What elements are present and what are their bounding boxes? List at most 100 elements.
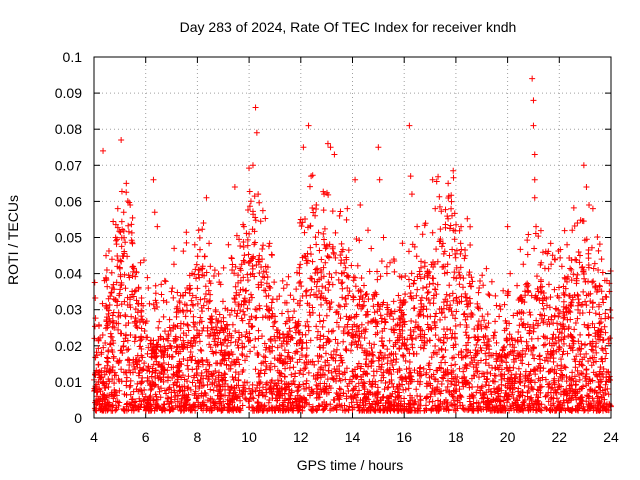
data-point: [98, 351, 105, 358]
data-point: [576, 310, 583, 317]
data-point: [263, 269, 270, 276]
data-point: [452, 254, 459, 261]
data-point: [351, 366, 358, 373]
data-point: [395, 393, 402, 400]
data-point: [177, 334, 184, 341]
data-point: [240, 223, 247, 230]
data-point: [166, 342, 173, 349]
data-point: [229, 261, 236, 268]
data-point: [343, 313, 350, 320]
data-point: [588, 244, 595, 251]
data-point: [212, 368, 219, 375]
data-point: [260, 268, 267, 275]
data-point: [450, 174, 457, 181]
data-point: [571, 389, 578, 396]
data-point: [246, 188, 253, 195]
data-point: [150, 176, 157, 183]
data-point: [440, 326, 447, 333]
data-point: [267, 360, 274, 367]
data-point: [318, 275, 325, 282]
data-point: [303, 345, 310, 352]
data-point: [496, 303, 503, 310]
data-point: [343, 365, 350, 372]
data-point: [105, 347, 112, 354]
data-point: [369, 349, 376, 356]
data-point: [199, 383, 206, 390]
data-point: [344, 285, 351, 292]
data-point: [256, 199, 263, 206]
data-point: [579, 362, 586, 369]
data-point: [361, 390, 368, 397]
data-point: [345, 247, 352, 254]
data-point: [183, 332, 190, 339]
data-point: [121, 298, 128, 305]
data-point: [508, 335, 515, 342]
data-point: [408, 335, 415, 342]
data-point: [550, 320, 557, 327]
data-point: [375, 357, 382, 364]
data-point: [395, 292, 402, 299]
data-point: [422, 402, 429, 409]
data-point: [536, 356, 543, 363]
data-point: [250, 254, 257, 261]
data-point: [336, 401, 343, 408]
data-point: [420, 312, 427, 319]
data-point: [448, 205, 455, 212]
data-point: [212, 324, 219, 331]
data-point: [312, 266, 319, 273]
data-point: [445, 215, 452, 222]
data-point: [510, 352, 517, 359]
data-point: [111, 387, 118, 394]
data-point: [437, 316, 444, 323]
data-point: [341, 323, 348, 330]
data-point: [561, 292, 568, 299]
data-point: [417, 364, 424, 371]
data-point: [365, 391, 372, 398]
data-point: [124, 346, 131, 353]
data-point: [505, 368, 512, 375]
data-point: [293, 269, 300, 276]
data-point: [516, 373, 523, 380]
data-point: [158, 281, 165, 288]
data-point: [171, 396, 178, 403]
data-point: [357, 202, 364, 209]
data-point: [528, 383, 535, 390]
data-point: [156, 318, 163, 325]
data-point: [272, 380, 279, 387]
data-point: [320, 264, 327, 271]
data-point: [466, 269, 473, 276]
data-point: [140, 366, 147, 373]
data-point: [96, 401, 103, 408]
data-point: [371, 293, 378, 300]
data-point: [126, 367, 133, 374]
data-point: [220, 264, 227, 271]
data-point: [596, 397, 603, 404]
data-point: [282, 356, 289, 363]
data-point: [93, 389, 100, 396]
data-point: [409, 397, 416, 404]
data-point: [257, 367, 264, 374]
data-point: [239, 368, 246, 375]
data-point: [194, 300, 201, 307]
data-point: [262, 354, 269, 361]
data-point: [596, 320, 603, 327]
data-point: [447, 222, 454, 229]
data-point: [246, 165, 253, 172]
data-point: [312, 234, 319, 241]
data-point: [124, 400, 131, 407]
data-point: [420, 365, 427, 372]
data-point: [416, 365, 423, 372]
data-point: [402, 273, 409, 280]
data-point: [462, 246, 469, 253]
data-point: [515, 365, 522, 372]
data-point: [557, 391, 564, 398]
data-point: [285, 396, 292, 403]
data-point: [488, 391, 495, 398]
data-point: [519, 321, 526, 328]
data-point: [224, 342, 231, 349]
data-point: [245, 320, 252, 327]
data-point: [103, 317, 110, 324]
data-point: [181, 301, 188, 308]
y-tick-label: 0.01: [55, 374, 82, 390]
data-point: [370, 406, 377, 413]
